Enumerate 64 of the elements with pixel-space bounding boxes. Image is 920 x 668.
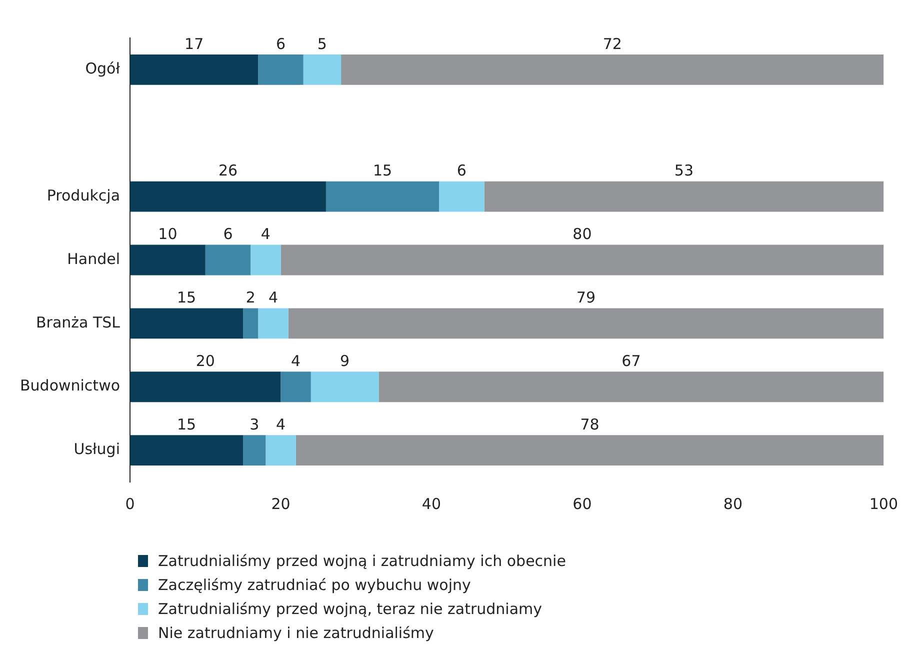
data-label: 6 — [276, 34, 286, 53]
bar — [341, 54, 884, 85]
x-tick-label: 20 — [271, 494, 290, 513]
bar — [205, 244, 251, 276]
bar — [326, 181, 440, 212]
data-label: 80 — [572, 225, 592, 244]
bar — [484, 181, 884, 212]
data-label: 53 — [674, 162, 694, 180]
y-tick-label: Ogół — [85, 60, 121, 78]
data-label: 4 — [291, 352, 301, 370]
bar — [258, 54, 304, 85]
legend-label: Zaczęliśmy zatrudniać po wybuchu wojny — [158, 576, 471, 594]
data-label: 17 — [184, 34, 204, 53]
legend-label: Nie zatrudniamy i nie zatrudnialiśmy — [158, 624, 434, 642]
data-label: 15 — [176, 415, 196, 434]
data-label: 78 — [580, 415, 600, 434]
bar — [130, 308, 244, 339]
data-label: 5 — [317, 34, 327, 53]
bar — [280, 244, 884, 276]
legend-label: Zatrudnialiśmy przed wojną, teraz nie zatrudniamy — [158, 600, 542, 618]
data-label: 79 — [576, 288, 596, 307]
data-label: 3 — [250, 415, 260, 434]
data-label: 72 — [602, 34, 622, 53]
data-label: 26 — [218, 162, 238, 180]
x-tick-label: 100 — [869, 494, 898, 513]
data-label: 6 — [456, 162, 466, 180]
x-tick-label: 0 — [125, 494, 135, 513]
bar — [130, 244, 206, 276]
bar — [130, 372, 281, 402]
data-label: 15 — [372, 162, 392, 180]
y-tick-label: Produkcja — [46, 186, 120, 204]
bar — [310, 372, 379, 402]
bar — [130, 54, 258, 85]
data-label: 4 — [276, 415, 286, 434]
bar — [439, 181, 484, 212]
y-tick-label: Branża TSL — [36, 313, 121, 332]
bar — [130, 435, 244, 466]
data-label: 9 — [340, 352, 350, 370]
bar — [280, 372, 311, 402]
bar — [130, 181, 326, 212]
data-label: 10 — [158, 225, 178, 244]
bar — [250, 244, 281, 276]
bar — [288, 308, 884, 339]
x-tick-label: 80 — [723, 494, 742, 513]
y-tick-label: Handel — [67, 250, 120, 268]
bar — [243, 435, 266, 466]
data-label: 4 — [260, 225, 270, 244]
bar — [378, 372, 884, 402]
bar — [258, 308, 288, 339]
y-tick-label: Usługi — [74, 440, 120, 458]
legend-label: Zatrudnialiśmy przed wojną i zatrudniamy ich obecnie — [158, 552, 566, 570]
data-label: 2 — [246, 288, 256, 307]
data-label: 4 — [268, 288, 278, 307]
y-tick-label: Budownictwo — [20, 376, 120, 395]
x-tick-label: 40 — [422, 494, 442, 513]
bar — [266, 435, 296, 466]
bar — [296, 435, 884, 466]
data-label: 67 — [622, 352, 641, 370]
data-label: 15 — [176, 288, 196, 307]
bar — [303, 54, 342, 85]
bar — [243, 308, 258, 339]
x-tick-label: 60 — [572, 494, 592, 513]
data-label: 6 — [223, 225, 233, 244]
data-label: 20 — [196, 352, 215, 370]
